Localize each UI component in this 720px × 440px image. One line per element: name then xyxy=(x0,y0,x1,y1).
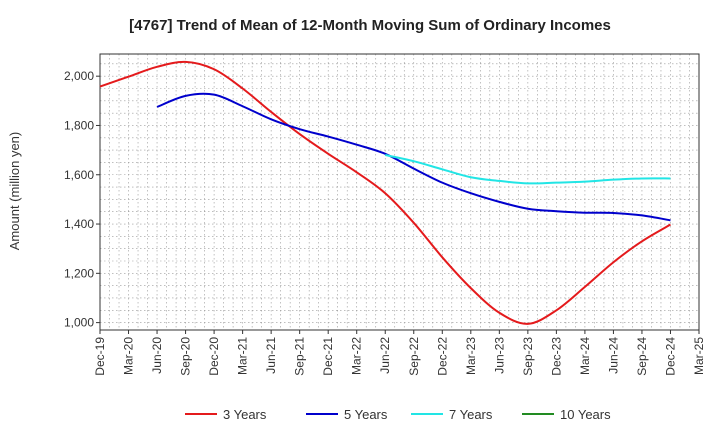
y-tick-label: 1,200 xyxy=(64,266,94,280)
series-line-3-years xyxy=(99,60,671,325)
y-axis: 1,000 1,200 1,400 1,600 1,800 2,000 xyxy=(64,69,100,330)
x-tick-label: Mar-25 xyxy=(692,337,706,375)
x-tick-label: Dec-19 xyxy=(93,337,107,376)
x-tick-label: Jun-21 xyxy=(264,337,278,374)
x-tick-label: Dec-21 xyxy=(321,337,335,376)
x-tick-label: Mar-23 xyxy=(464,337,478,375)
y-tick-label: 1,800 xyxy=(64,118,94,132)
x-tick-label: Dec-20 xyxy=(207,337,221,376)
legend-label: 5 Years xyxy=(344,407,388,422)
y-axis-label: Amount (million yen) xyxy=(7,132,22,251)
y-tick-label: 1,400 xyxy=(64,217,94,231)
x-tick-label: Mar-24 xyxy=(578,337,592,375)
x-tick-label: Sep-22 xyxy=(407,337,421,376)
legend: 3 Years 5 Years 7 Years 10 Years xyxy=(185,407,611,422)
legend-label: 10 Years xyxy=(560,407,611,422)
x-tick-label: Mar-22 xyxy=(350,337,364,375)
x-tick-label: Mar-21 xyxy=(236,337,250,375)
x-tick-label: Dec-22 xyxy=(435,337,449,376)
legend-label: 3 Years xyxy=(223,407,267,422)
series-line-5-years xyxy=(156,92,671,222)
x-tick-label: Dec-23 xyxy=(549,337,563,376)
y-tick-label: 1,000 xyxy=(64,316,94,330)
legend-label: 7 Years xyxy=(449,407,493,422)
x-axis: Dec-19 Mar-20 Jun-20 Sep-20 Dec-20 Mar-21 Jun-… xyxy=(93,330,706,376)
x-tick-label: Sep-21 xyxy=(293,337,307,376)
x-tick-label: Jun-23 xyxy=(492,337,506,374)
x-tick-label: Sep-23 xyxy=(521,337,535,376)
series-line-7-years xyxy=(385,154,671,185)
chart-title: [4767] Trend of Mean of 12-Month Moving … xyxy=(129,17,611,34)
x-tick-label: Jun-20 xyxy=(150,337,164,374)
plot-frame xyxy=(99,53,700,331)
x-tick-label: Sep-20 xyxy=(179,337,193,376)
x-tick-label: Sep-24 xyxy=(635,337,649,376)
y-tick-label: 2,000 xyxy=(64,69,94,83)
y-tick-label: 1,600 xyxy=(64,168,94,182)
x-tick-label: Jun-24 xyxy=(606,337,620,374)
x-tick-label: Mar-20 xyxy=(122,337,136,375)
series-lines xyxy=(99,60,671,325)
x-tick-label: Dec-24 xyxy=(663,337,677,376)
x-tick-label: Jun-22 xyxy=(378,337,392,374)
